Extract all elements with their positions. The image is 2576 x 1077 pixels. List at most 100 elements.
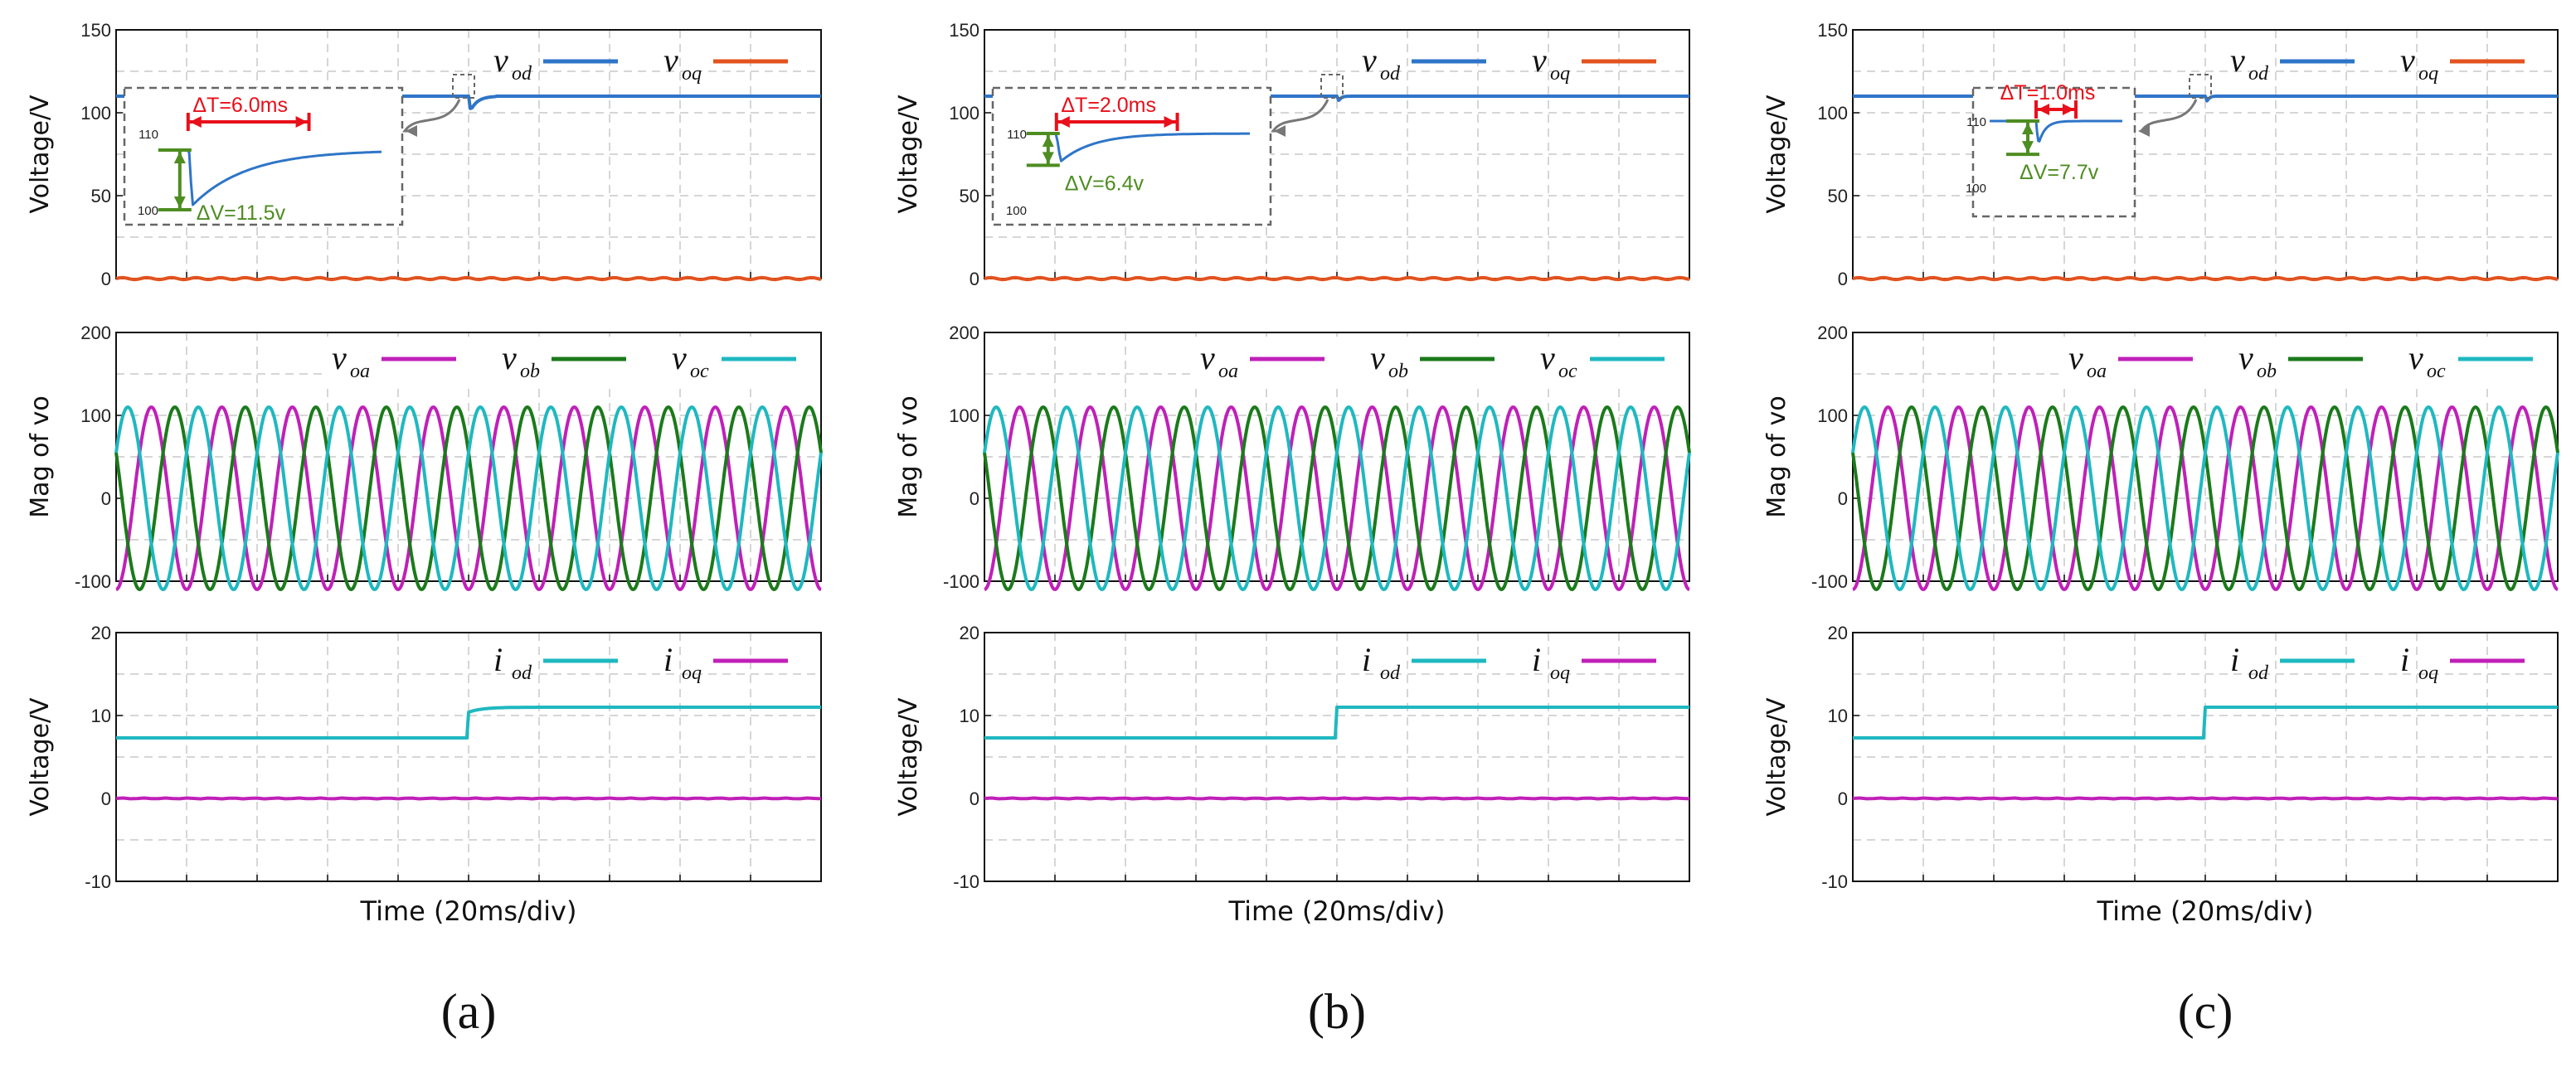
arrow-icon — [2138, 125, 2150, 137]
y-tick-label: 100 — [80, 405, 111, 426]
dV-arrowhead — [1042, 135, 1054, 147]
voc-line — [114, 405, 823, 591]
y-tick-label: 0 — [1838, 269, 1848, 289]
legend-symbol: v — [672, 339, 687, 376]
inset-vod-line — [1030, 132, 1250, 163]
y-tick-label: 200 — [1817, 323, 1848, 343]
connector-line — [2140, 99, 2198, 132]
y-tick-label: 10 — [960, 706, 979, 726]
legend-subscript: oa — [2087, 361, 2107, 382]
y-tick-label: 100 — [1817, 103, 1848, 124]
legend-subscript: od — [1380, 662, 1401, 684]
inset-tick-110: 110 — [1007, 128, 1027, 142]
arrow-icon — [1274, 125, 1286, 137]
y-axis-label: Voltage/V — [1762, 95, 1791, 214]
voc-line — [983, 405, 1691, 591]
y-tick-label: 10 — [91, 706, 111, 726]
ioq-line — [984, 796, 1690, 801]
y-tick-label: 50 — [91, 186, 111, 206]
legend-subscript: od — [2248, 63, 2269, 85]
y-tick-label: 0 — [970, 488, 979, 509]
legend-subscript: oq — [682, 662, 702, 684]
y-tick-label: 150 — [949, 20, 979, 41]
zoom-inset: 110 100 ΔT=2.0ms ΔV=6.4v — [991, 74, 1344, 226]
voc-line — [1851, 405, 2559, 591]
dT-label: ΔT=6.0ms — [192, 94, 288, 117]
dT-arrowhead — [1164, 116, 1176, 128]
legend-symbol: i — [2400, 641, 2409, 678]
y-tick-label: 20 — [1828, 623, 1848, 643]
y-tick-label: 20 — [91, 623, 111, 643]
dV-arrowhead — [1042, 152, 1054, 164]
legend-subscript: od — [2248, 662, 2269, 684]
ioq-line — [1852, 796, 2559, 801]
legend-symbol: v — [2408, 339, 2423, 376]
legend-subscript: oq — [682, 63, 702, 85]
dV-arrowhead — [2022, 123, 2034, 134]
dV-label: ΔV=7.7v — [2019, 161, 2099, 184]
zoom-source-box — [2189, 74, 2212, 99]
inset-tick-110: 110 — [139, 128, 158, 142]
legend-subscript: oq — [2418, 662, 2438, 684]
inset-tick-110: 110 — [1966, 115, 1986, 129]
y-axis-label: Voltage/V — [894, 697, 923, 817]
inset-vod-line — [162, 148, 382, 206]
dV-arrowhead — [173, 196, 186, 208]
legend-symbol: v — [502, 339, 517, 376]
panel-caption: (a) — [441, 984, 497, 1039]
zoom-inset: 110 100 ΔT=1.0ms ΔV=7.7v — [1966, 74, 2212, 218]
dV-label: ΔV=6.4v — [1065, 172, 1145, 195]
legend-subscript: ob — [2257, 361, 2277, 382]
y-tick-label: -100 — [943, 571, 979, 592]
y-tick-label: 0 — [970, 788, 979, 809]
y-tick-label: 100 — [80, 103, 111, 124]
y-tick-label: 0 — [970, 269, 979, 289]
y-tick-label: -10 — [1821, 871, 1848, 892]
legend-subscript: od — [512, 63, 532, 85]
y-tick-label: 200 — [80, 323, 111, 343]
y-tick-label: 150 — [80, 20, 111, 41]
legend-symbol: i — [663, 641, 673, 678]
legend-subscript: oq — [1550, 662, 1570, 684]
y-tick-label: 50 — [1828, 186, 1848, 206]
dT-label: ΔT=1.0ms — [2000, 81, 2096, 104]
legend-subscript: od — [1380, 63, 1401, 85]
inset-box — [1971, 86, 2136, 218]
y-axis-label: Mag of vo — [1762, 395, 1791, 517]
legend-symbol: i — [2230, 641, 2239, 678]
dV-label: ΔV=11.5v — [197, 201, 286, 225]
legend-symbol: v — [1200, 339, 1215, 376]
legend-symbol: v — [1362, 41, 1377, 79]
zoom-inset: 110 100 ΔT=6.0ms ΔV=11.5v — [123, 74, 475, 226]
x-axis-label: Time (20ms/div) — [360, 895, 577, 927]
legend-symbol: i — [1532, 641, 1541, 678]
y-tick-label: -10 — [85, 871, 111, 892]
y-tick-label: 20 — [960, 623, 979, 643]
legend-symbol: v — [2230, 41, 2245, 79]
y-tick-label: 150 — [1817, 20, 1848, 41]
y-axis-label: Voltage/V — [1762, 697, 1791, 817]
iod-line — [116, 706, 821, 740]
y-tick-label: -10 — [953, 871, 979, 892]
legend-symbol: i — [1362, 641, 1371, 678]
dT-arrowhead — [2038, 104, 2049, 115]
zoom-source-box — [1320, 74, 1344, 99]
legend-subscript: od — [512, 662, 532, 684]
y-axis-label: Mag of vo — [26, 395, 55, 517]
panel-caption: (b) — [1308, 984, 1366, 1039]
inset-tick-100: 100 — [1966, 182, 1986, 196]
vod-line — [1853, 95, 2558, 103]
dV-arrowhead — [2022, 141, 2034, 153]
y-tick-label: 0 — [1838, 788, 1848, 809]
voq-line — [1852, 275, 2559, 282]
voq-line — [984, 275, 1690, 282]
dT-arrowhead — [2063, 104, 2074, 115]
